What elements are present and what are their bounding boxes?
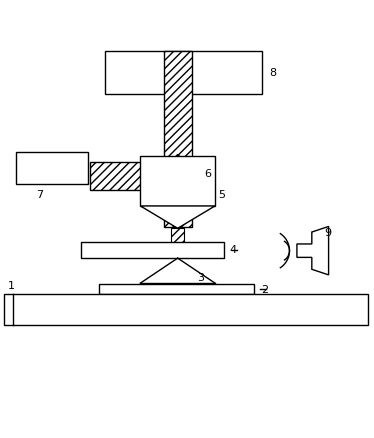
Text: 3: 3 [197, 273, 205, 283]
Bar [4, 294, 368, 325]
Text: 2: 2 [261, 285, 269, 295]
Bar [140, 155, 215, 206]
Polygon shape [140, 206, 215, 228]
Bar [99, 284, 254, 293]
Text: 7: 7 [36, 190, 43, 200]
Text: 5: 5 [219, 190, 226, 200]
Text: 9: 9 [324, 228, 331, 238]
Bar [105, 51, 261, 94]
Bar [90, 162, 178, 190]
Bar [81, 243, 224, 258]
Text: 8: 8 [269, 67, 276, 78]
Bar [171, 228, 184, 243]
Bar [16, 152, 88, 184]
Text: 6: 6 [204, 169, 211, 179]
Polygon shape [297, 226, 329, 275]
Text: 1: 1 [7, 281, 15, 290]
Text: 4: 4 [230, 245, 237, 255]
Polygon shape [156, 155, 199, 198]
Bar [163, 50, 192, 227]
